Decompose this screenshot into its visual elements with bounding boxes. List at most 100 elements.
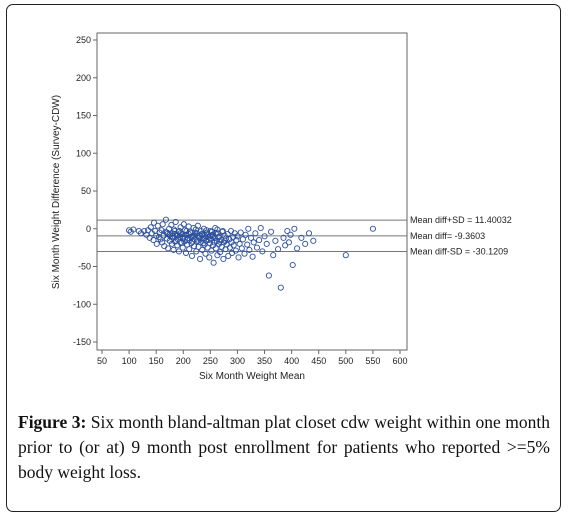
data-point xyxy=(342,252,349,259)
data-point xyxy=(305,230,313,237)
data-point xyxy=(147,224,154,231)
caption-text: Six month bland-altman plat closet cdw w… xyxy=(18,412,550,482)
y-tick-label: 200 xyxy=(76,73,91,83)
data-point xyxy=(197,255,204,263)
data-point xyxy=(369,225,376,232)
y-tick-label: -150 xyxy=(73,337,91,347)
data-point xyxy=(200,240,207,247)
data-point xyxy=(206,254,213,261)
data-point xyxy=(284,227,291,235)
data-point xyxy=(225,252,232,259)
data-point xyxy=(247,234,255,241)
data-point xyxy=(253,244,261,251)
x-tick-label: 550 xyxy=(365,356,380,366)
x-tick-label: 200 xyxy=(176,356,191,366)
data-point xyxy=(205,237,212,244)
data-point xyxy=(224,230,231,238)
data-point xyxy=(199,246,206,253)
data-point xyxy=(182,249,190,256)
data-point xyxy=(252,230,259,237)
plot-area xyxy=(96,32,408,351)
y-tick-label: 50 xyxy=(81,186,91,196)
data-point xyxy=(230,242,237,249)
data-point xyxy=(265,272,272,279)
data-point xyxy=(202,250,209,257)
y-tick-label: 100 xyxy=(76,148,91,158)
data-point xyxy=(187,228,194,235)
data-point xyxy=(210,259,217,266)
data-point xyxy=(267,228,275,235)
y-axis-title: Six Month Weight Difference (Survey-CDW) xyxy=(51,95,62,289)
bland-altman-chart: Mean diff+SD = 11.40032 Mean diff= -9.360… xyxy=(51,32,512,382)
data-point xyxy=(239,236,246,243)
data-point xyxy=(246,246,253,253)
data-point xyxy=(126,227,133,234)
y-tick-label: 0 xyxy=(86,224,91,234)
data-point xyxy=(165,245,172,252)
data-point xyxy=(232,247,239,254)
data-point xyxy=(150,219,158,226)
x-axis-ticks: 50 100 150 200 250 300 350 400 450 500 550 600 xyxy=(97,350,408,366)
data-point xyxy=(249,253,256,260)
data-point xyxy=(212,245,219,252)
data-point xyxy=(275,246,282,253)
data-point xyxy=(177,224,184,231)
data-point xyxy=(244,241,251,248)
x-tick-label: 450 xyxy=(311,356,326,366)
data-point xyxy=(263,240,270,247)
y-axis-ticks: -150 -100 -50 0 50 100 150 200 250 xyxy=(73,35,97,347)
data-point xyxy=(298,234,305,241)
data-point xyxy=(221,237,229,244)
data-point xyxy=(150,237,157,244)
data-point xyxy=(238,245,245,252)
figure-label: Figure 3: xyxy=(18,412,87,432)
data-point xyxy=(208,228,216,235)
data-point xyxy=(294,245,301,252)
data-point xyxy=(219,227,226,235)
data-point xyxy=(250,239,257,246)
data-point xyxy=(214,226,221,233)
y-tick-label: 150 xyxy=(76,111,91,121)
data-point xyxy=(257,224,264,232)
data-point xyxy=(180,221,187,228)
data-point xyxy=(287,231,294,238)
data-point xyxy=(186,246,193,253)
data-point xyxy=(194,237,201,244)
data-point xyxy=(289,261,296,269)
data-point xyxy=(235,254,242,261)
data-point xyxy=(272,237,279,244)
data-point xyxy=(168,221,175,229)
data-point xyxy=(270,252,277,259)
data-point xyxy=(241,250,248,257)
data-point xyxy=(234,233,241,240)
data-point xyxy=(242,231,249,238)
x-tick-label: 50 xyxy=(97,356,107,366)
x-tick-label: 300 xyxy=(230,356,245,366)
data-point xyxy=(223,241,230,248)
data-point xyxy=(170,246,177,253)
data-point xyxy=(158,227,165,234)
y-tick-label: 250 xyxy=(76,35,91,45)
x-tick-label: 250 xyxy=(203,356,218,366)
data-point xyxy=(172,218,179,226)
data-point xyxy=(245,225,252,232)
reference-line-label: Mean diff-SD = -30.1209 xyxy=(410,246,508,256)
data-point xyxy=(171,226,178,233)
data-point xyxy=(153,240,160,247)
data-point xyxy=(175,248,182,255)
data-point xyxy=(181,227,188,234)
data-point xyxy=(178,239,185,246)
data-point xyxy=(154,222,161,229)
data-point xyxy=(157,236,164,243)
data-point xyxy=(217,249,224,256)
figure-caption: Figure 3: Six month bland-altman plat cl… xyxy=(18,410,550,485)
data-point xyxy=(159,221,166,228)
x-tick-label: 150 xyxy=(149,356,164,366)
data-point xyxy=(302,240,309,247)
data-point xyxy=(203,227,210,234)
data-point xyxy=(282,242,289,249)
data-point xyxy=(261,233,268,240)
data-point xyxy=(184,237,191,244)
data-point xyxy=(291,225,298,232)
data-point xyxy=(201,241,208,248)
